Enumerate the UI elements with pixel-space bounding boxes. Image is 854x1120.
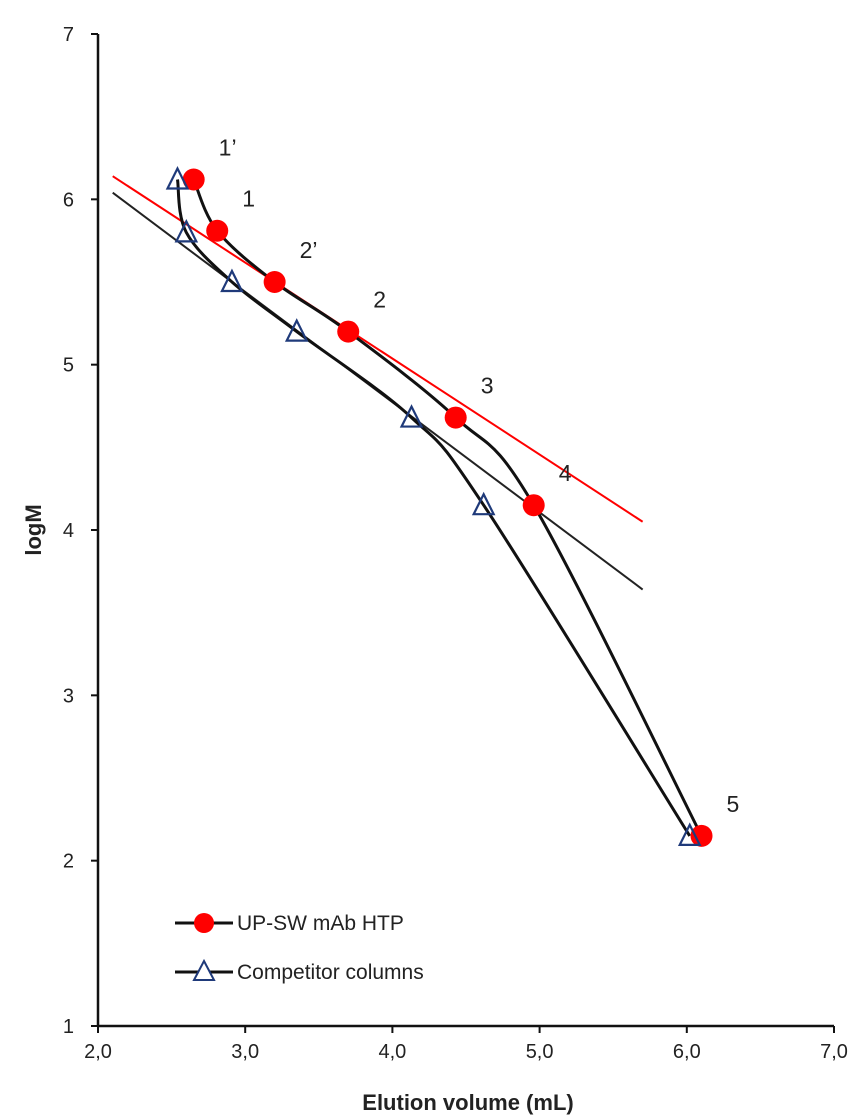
y-tick-label: 4 — [63, 520, 74, 542]
series-curves — [176, 178, 703, 837]
point-label: 1’ — [219, 134, 237, 160]
ticks: 2,0 3,0 4,0 5,0 6,0 7,0 1 2 3 4 5 6 7 — [63, 24, 848, 1063]
x-tick-label: 4,0 — [378, 1041, 406, 1063]
y-tick-label: 2 — [63, 851, 74, 873]
point-label: 2’ — [300, 237, 318, 263]
legend-marker-circle — [194, 913, 214, 933]
data-point-series-1 — [182, 168, 205, 191]
legend-item-series-1: UP-SW mAb HTP — [175, 912, 404, 935]
point-label: 4 — [559, 460, 572, 486]
data-point-series-1 — [444, 406, 467, 429]
legend-marker-triangle — [192, 958, 216, 981]
legend-item-series-2: Competitor columns — [175, 958, 424, 984]
data-point-series-2 — [284, 318, 309, 342]
y-tick-label: 1 — [63, 1016, 74, 1038]
data-point-series-2 — [220, 268, 244, 293]
point-label: 5 — [727, 791, 740, 817]
axes — [96, 34, 834, 1028]
x-tick-label: 2,0 — [84, 1041, 112, 1063]
data-point-series-1 — [337, 320, 360, 343]
data-markers — [165, 166, 713, 847]
data-point-series-2 — [677, 822, 702, 846]
y-axis-title: logM — [21, 504, 46, 555]
x-axis-title: Elution volume (mL) — [362, 1090, 573, 1115]
series-curve-1 — [192, 178, 703, 837]
point-labels: 1’1 2’ 2 3 4 5 — [219, 134, 740, 816]
y-tick-label: 3 — [63, 685, 74, 707]
data-point-series-1 — [522, 494, 545, 517]
data-point-series-1 — [206, 219, 229, 242]
data-point-series-1 — [263, 271, 286, 293]
x-tick-label: 3,0 — [231, 1041, 259, 1063]
x-tick-label: 6,0 — [673, 1041, 701, 1063]
data-point-series-2 — [471, 491, 496, 516]
data-point-series-2 — [399, 404, 424, 428]
data-point-series-2 — [165, 166, 190, 190]
legend-label-series-2: Competitor columns — [237, 961, 424, 984]
trendline-1 — [112, 175, 644, 523]
data-point-series-2 — [174, 218, 199, 243]
y-tick-label: 5 — [63, 355, 74, 377]
y-tick-label: 7 — [63, 24, 74, 46]
y-tick-label: 6 — [63, 189, 74, 211]
point-label: 2 — [373, 287, 386, 313]
legend: UP-SW mAb HTP Competitor columns — [175, 912, 424, 984]
point-label: 1 — [242, 186, 255, 212]
x-tick-label: 7,0 — [820, 1041, 848, 1063]
point-label: 3 — [481, 373, 494, 399]
series-curve-2 — [176, 179, 691, 837]
legend-label-series-1: UP-SW mAb HTP — [237, 912, 404, 935]
trendlines — [112, 175, 644, 591]
data-point-series-1 — [690, 824, 713, 847]
x-tick-label: 5,0 — [526, 1041, 554, 1063]
